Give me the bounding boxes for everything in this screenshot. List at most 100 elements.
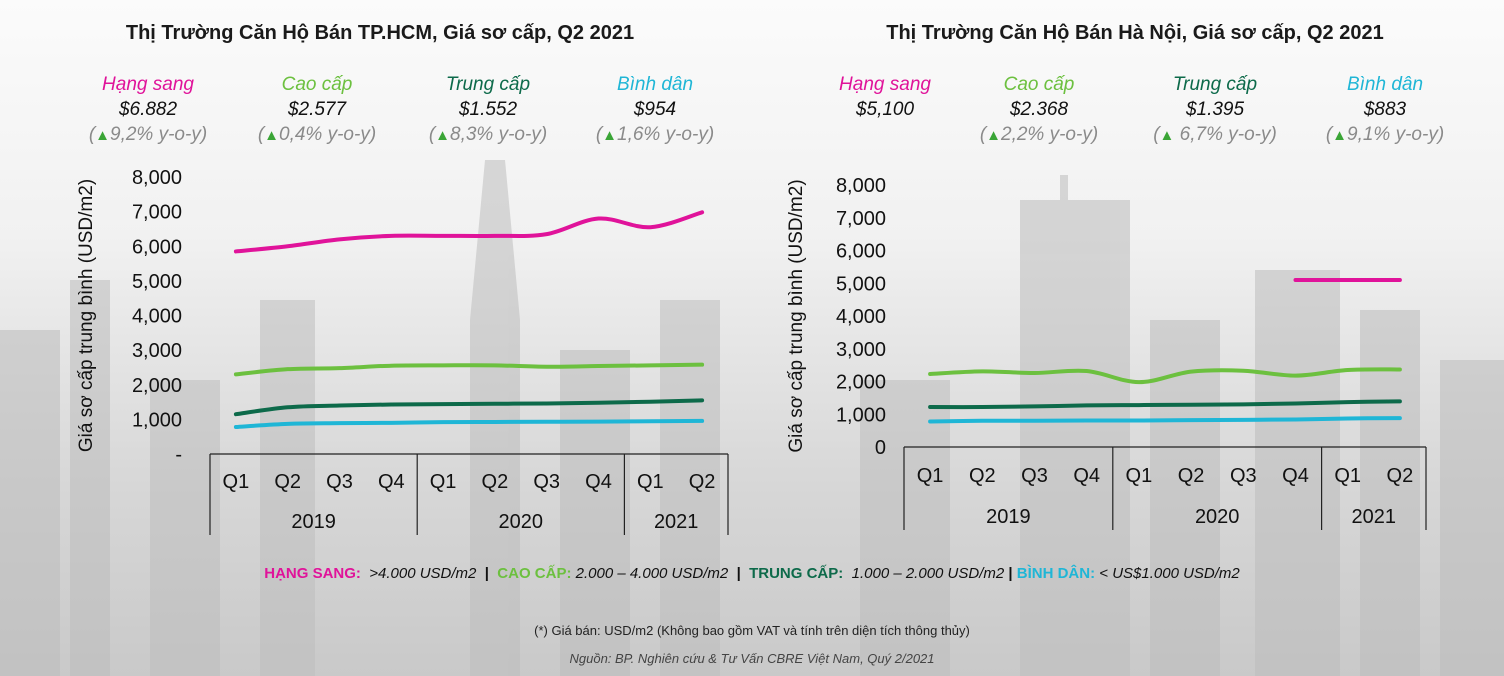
x-year-label: 2020 [499,511,544,533]
segment-name: Bình dân [1346,74,1424,95]
x-tick-label: Q1 [1334,465,1361,487]
segment-name: Hạng sang [102,74,194,95]
y-axis-title: Giá sơ cấp trung bình (USD/m2) [76,179,97,452]
x-tick-label: Q3 [1021,465,1048,487]
segment-yoy: (▲9,2% y-o-y) [88,124,208,145]
segment-yoy: (▲8,3% y-o-y) [428,124,548,145]
legend-separator: | [484,565,489,582]
y-tick-label: 1,000 [132,409,182,431]
series-line-binh-dan [233,418,705,429]
segment-price: $883 [1363,99,1407,120]
x-tick-label: Q1 [223,471,250,493]
series-line-trung-cap [928,399,1402,410]
segment-summary-cao-cap: Cao cấp $2.368 (▲2,2% y-o-y) [964,72,1114,148]
segment-name: Cao cấp [281,74,353,95]
series-line-hang-sang [233,210,705,254]
x-tick-label: Q3 [533,471,560,493]
y-tick-label: 6,000 [132,236,182,258]
x-year-label: 2019 [291,511,336,533]
y-tick-label: 8,000 [836,175,886,197]
x-year-label: 2020 [1195,506,1240,528]
y-tick-label: 4,000 [836,306,886,328]
legend-separator: | [1008,565,1013,582]
y-tick-label: 8,000 [132,167,182,189]
segment-price: $2.577 [287,99,347,120]
line-plot-hcm: - 1,000 2,000 3,000 4,000 5,000 6,000 7,000 8,00… [76,167,729,535]
y-tick-label: 4,000 [132,306,182,328]
footnote: (*) Giá bán: USD/m2 (Không bao gồm VAT v… [534,623,970,638]
series-line-cao-cap [928,367,1402,385]
x-tick-label: Q2 [1178,465,1205,487]
segment-price: $5,100 [855,99,915,120]
y-tick-label: 2,000 [836,372,886,394]
segment-price: $2.368 [1009,99,1069,120]
segment-price: $1.395 [1185,99,1245,120]
up-triangle-icon: ▲ [95,127,111,144]
y-tick-label: 3,000 [836,339,886,361]
legend-hang-sang-label: HẠNG SANG: [264,565,361,582]
segment-summary-hang-sang: Hạng sang $5,100 [810,72,960,122]
y-tick-label: 7,000 [836,208,886,230]
segment-yoy: (▲1,6% y-o-y) [595,124,715,145]
segment-summary-binh-dan: Bình dân $954 (▲1,6% y-o-y) [580,72,730,148]
segment-legend: HẠNG SANG: >4.000 USD/m2 | CAO CẤP: 2.00… [0,565,1504,582]
x-tick-label: Q4 [1282,465,1309,487]
x-tick-label: Q2 [969,465,996,487]
x-year-label: 2021 [654,511,699,533]
segment-yoy: (▲9,1% y-o-y) [1325,124,1445,145]
chart-title-hanoi: Thị Trường Căn Hộ Bán Hà Nội, Giá sơ cấp… [886,22,1384,44]
legend-trung-cap-label: TRUNG CẤP: [749,565,844,582]
y-tick-label: 7,000 [132,202,182,224]
x-tick-label: Q4 [1073,465,1100,487]
legend-hang-sang-range: >4.000 USD/m2 [369,565,477,582]
segment-summary-trung-cap: Trung cấp $1.552 (▲8,3% y-o-y) [413,72,563,148]
up-triangle-icon: ▲ [435,127,451,144]
legend-binh-dan-range: < US$1.000 USD/m2 [1099,565,1240,582]
segment-name: Trung cấp [445,74,531,95]
legend-separator: | [736,565,741,582]
legend-binh-dan-label: BÌNH DÂN: [1016,565,1096,582]
up-triangle-icon: ▲ [602,127,618,144]
y-tick-label: 2,000 [132,375,182,397]
segment-summary-binh-dan: Bình dân $883 (▲9,1% y-o-y) [1310,72,1460,148]
x-tick-label: Q1 [637,471,664,493]
segment-name: Trung cấp [1172,74,1258,95]
segment-name: Cao cấp [1003,74,1075,95]
x-tick-label: Q2 [482,471,509,493]
legend-cao-cap-label: CAO CẤP: [497,565,572,582]
x-tick-label: Q2 [689,471,716,493]
segment-name: Hạng sang [839,74,931,95]
x-tick-label: Q2 [1387,465,1414,487]
x-tick-label: Q4 [378,471,405,493]
y-tick-label: 1,000 [836,404,886,426]
segment-yoy: (▲2,2% y-o-y) [979,124,1099,145]
y-tick-label: 0 [875,437,886,459]
series-line-cao-cap [233,362,705,377]
series-line-binh-dan [928,416,1402,424]
x-tick-label: Q3 [1230,465,1257,487]
y-tick-label: 6,000 [836,241,886,263]
up-triangle-icon: ▲ [986,127,1002,144]
y-tick-label: 5,000 [132,271,182,293]
up-triangle-icon: ▲ [1159,127,1175,144]
up-triangle-icon: ▲ [1332,127,1348,144]
chart-title-hcm: Thị Trường Căn Hộ Bán TP.HCM, Giá sơ cấp… [125,22,635,44]
series-line-trung-cap [233,398,705,417]
x-tick-label: Q3 [326,471,353,493]
up-triangle-icon: ▲ [264,127,280,144]
line-plot-hanoi: 0 1,000 2,000 3,000 4,000 5,000 6,000 7,000 8,00… [786,175,1427,530]
legend-cao-cap-range: 2.000 – 4.000 USD/m2 [575,565,729,582]
x-tick-label: Q2 [274,471,301,493]
y-tick-label: 3,000 [132,340,182,362]
x-year-label: 2019 [986,506,1031,528]
legend-trung-cap-range: 1.000 – 2.000 USD/m2 [851,565,1005,582]
x-tick-label: Q1 [917,465,944,487]
source-note: Nguồn: BP. Nghiên cứu & Tư Vấn CBRE Việt… [569,651,935,666]
y-axis-title: Giá sơ cấp trung bình (USD/m2) [786,179,807,452]
x-tick-label: Q1 [1126,465,1153,487]
segment-summary-hang-sang: Hạng sang $6.882 (▲9,2% y-o-y) [73,72,223,148]
y-tick-label: 5,000 [836,273,886,295]
segment-price: $1.552 [458,99,518,120]
segment-name: Bình dân [616,74,694,95]
segment-summary-trung-cap: Trung cấp $1.395 (▲ 6,7% y-o-y) [1140,72,1290,148]
